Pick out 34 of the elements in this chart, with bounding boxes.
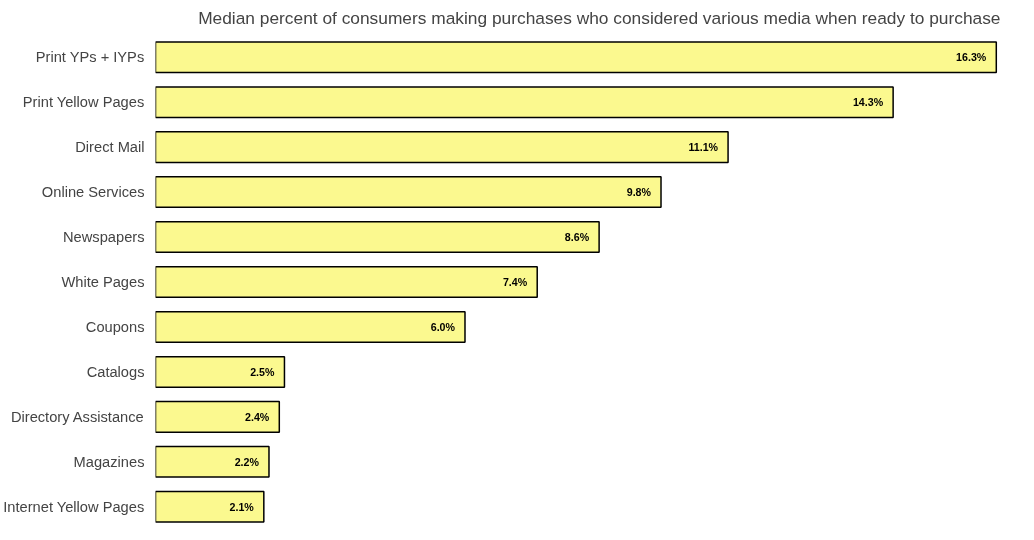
y-tick-label: Print Yellow Pages (22, 94, 145, 111)
data-label: 11.1% (688, 141, 719, 154)
bar (155, 41, 998, 74)
y-tick-label: Newspapers (63, 229, 145, 246)
bar (155, 86, 894, 119)
data-label: 8.6% (564, 231, 590, 244)
bar (155, 310, 466, 343)
bar (155, 131, 729, 164)
y-tick-label: Internet Yellow Pages (3, 498, 145, 515)
y-tick-label: Direct Mail (75, 139, 145, 156)
bar (155, 355, 286, 388)
data-label: 7.4% (502, 276, 528, 288)
y-tick-label: White Pages (61, 274, 145, 290)
y-tick-label: Catalogs (86, 363, 145, 380)
chart-title: Median percent of consumers making purchases who considered various media when ready to purchase (198, 7, 1001, 28)
bar (155, 490, 265, 523)
y-tick-label: Magazines (73, 453, 145, 470)
bar (155, 176, 662, 209)
data-label: 2.2% (234, 455, 260, 468)
data-label: 2.5% (250, 365, 275, 378)
bar (155, 400, 281, 433)
bar (155, 265, 538, 299)
data-label: 9.8% (626, 186, 652, 199)
data-label: 2.4% (245, 410, 270, 423)
y-tick-label: Print YPs + IYPs (35, 49, 145, 66)
y-tick-label: Online Services (41, 184, 145, 201)
data-label: 6.0% (430, 320, 456, 333)
data-label: 14.3% (852, 96, 884, 109)
bar (155, 445, 270, 478)
bar (155, 221, 600, 254)
data-label: 16.3% (956, 51, 987, 64)
data-label: 2.1% (229, 500, 255, 513)
y-tick-label: Directory Assistance (10, 408, 144, 425)
y-tick-label: Coupons (85, 318, 145, 335)
